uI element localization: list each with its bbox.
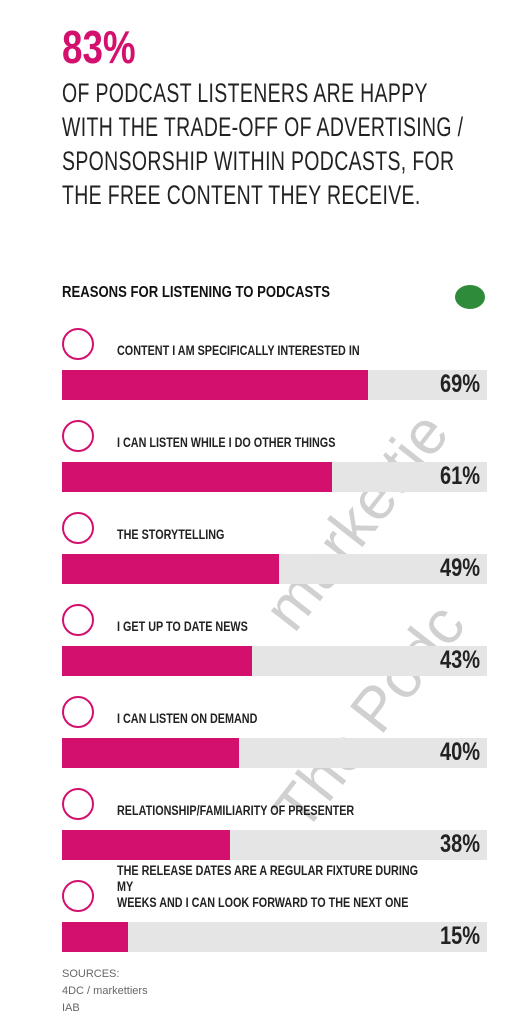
- source-line: 4DC / markettiers: [62, 985, 148, 997]
- value-label: 38%: [439, 830, 480, 858]
- sources-label: SOURCES:: [62, 968, 120, 980]
- value-label: 61%: [439, 462, 480, 490]
- value-label: 15%: [439, 922, 480, 950]
- chart-title: REASONS FOR LISTENING TO PODCASTS: [62, 284, 331, 301]
- category-icon: [62, 696, 94, 728]
- headline-line: SPONSORSHIP WITHIN PODCASTS, FOR: [62, 146, 455, 176]
- value-label: 43%: [439, 646, 480, 674]
- bar: [62, 738, 240, 768]
- category-icon: [62, 604, 94, 636]
- flag-icon: [455, 285, 485, 309]
- headline-stat: 83%: [62, 21, 136, 73]
- source-line: IAB: [62, 1002, 80, 1014]
- bar: [62, 830, 231, 860]
- value-label: 49%: [439, 554, 480, 582]
- value-label: 69%: [439, 370, 480, 398]
- category-icon: [62, 880, 94, 912]
- category-icon: [62, 512, 94, 544]
- category-icon: [62, 328, 94, 360]
- bar: [62, 370, 368, 400]
- category-label: THE STORYTELLING: [117, 527, 225, 542]
- bar: [62, 462, 333, 492]
- category-icon: [62, 788, 94, 820]
- headline-line: THE FREE CONTENT THEY RECEIVE.: [62, 180, 421, 210]
- category-label: I GET UP TO DATE NEWS: [117, 619, 248, 634]
- category-label: I CAN LISTEN ON DEMAND: [117, 711, 258, 726]
- category-icon: [62, 420, 94, 452]
- value-label: 40%: [439, 738, 480, 766]
- category-label: I CAN LISTEN WHILE I DO OTHER THINGS: [117, 435, 336, 450]
- category-label: THE RELEASE DATES ARE A REGULAR FIXTURE …: [117, 863, 419, 910]
- bar: [62, 554, 280, 584]
- headline-line: WITH THE TRADE-OFF OF ADVERTISING /: [62, 112, 464, 142]
- bar-track: [62, 922, 487, 952]
- category-label: CONTENT I AM SPECIFICALLY INTERESTED IN: [117, 343, 360, 358]
- bar: [62, 922, 129, 952]
- bar: [62, 646, 253, 676]
- category-label: RELATIONSHIP/FAMILIARITY OF PRESENTER: [117, 803, 355, 818]
- headline-line: OF PODCAST LISTENERS ARE HAPPY: [62, 78, 428, 108]
